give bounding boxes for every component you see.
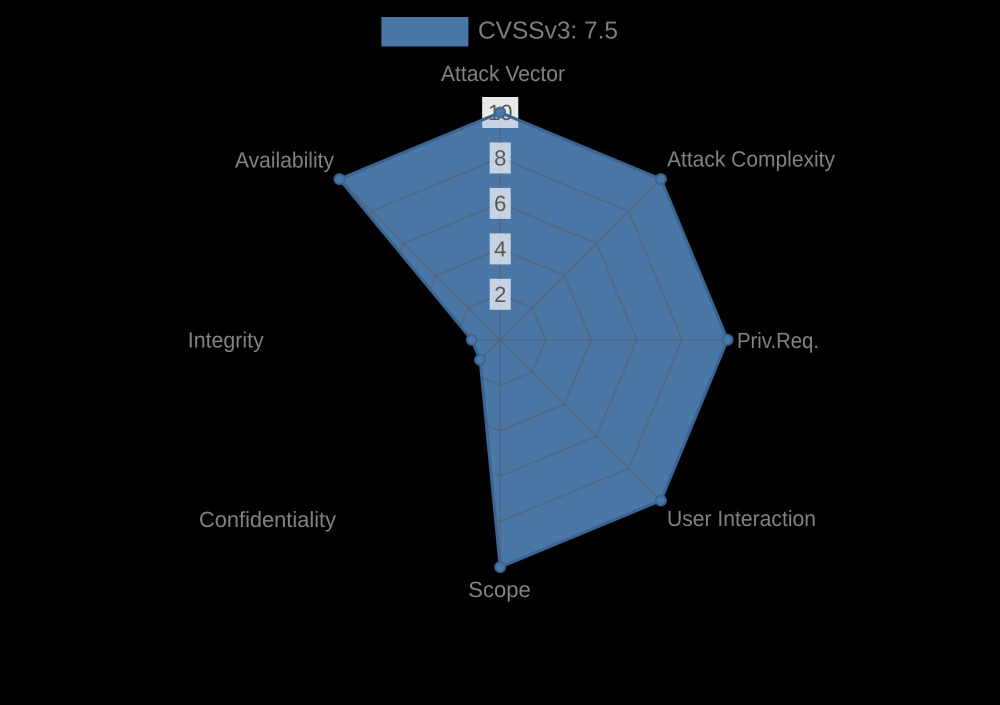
svg-text:6: 6 bbox=[494, 191, 506, 216]
svg-text:2: 2 bbox=[494, 282, 506, 307]
svg-text:Confidentiality: Confidentiality bbox=[199, 507, 336, 532]
svg-text:Attack Complexity: Attack Complexity bbox=[667, 147, 835, 172]
svg-text:Integrity: Integrity bbox=[188, 328, 264, 353]
svg-text:4: 4 bbox=[494, 236, 506, 261]
svg-text:CVSSv3: 7.5: CVSSv3: 7.5 bbox=[478, 17, 618, 44]
svg-text:Scope: Scope bbox=[468, 577, 530, 602]
svg-text:User Interaction: User Interaction bbox=[667, 506, 816, 531]
svg-text:Attack Vector: Attack Vector bbox=[441, 61, 565, 86]
svg-text:Availability: Availability bbox=[235, 148, 334, 173]
svg-text:Priv.Req.: Priv.Req. bbox=[737, 328, 819, 353]
svg-text:8: 8 bbox=[494, 146, 506, 171]
